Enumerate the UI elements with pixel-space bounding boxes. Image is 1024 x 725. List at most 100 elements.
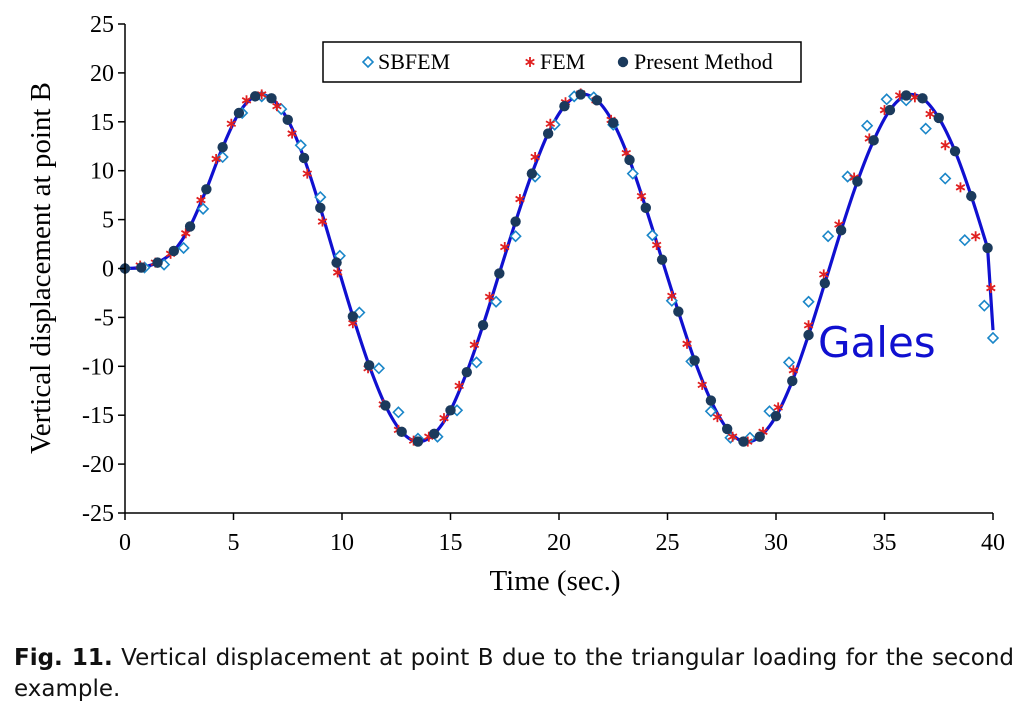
data-point xyxy=(542,128,554,139)
caption-label: Fig. 11. xyxy=(14,645,113,671)
data-point xyxy=(314,190,327,204)
data-point xyxy=(331,257,342,268)
x-tick-label: 5 xyxy=(228,530,240,556)
data-point xyxy=(216,150,229,164)
y-tick-label: 5 xyxy=(102,208,114,234)
data-point xyxy=(940,140,951,151)
data-point xyxy=(901,90,912,101)
data-point xyxy=(469,339,480,350)
y-tick-label: 20 xyxy=(90,61,114,87)
data-point xyxy=(852,176,863,187)
legend-marker xyxy=(525,57,535,67)
data-point xyxy=(515,194,525,205)
data-point xyxy=(591,95,603,106)
legend-item: SBFEM xyxy=(361,49,450,74)
data-point xyxy=(392,406,405,419)
data-point xyxy=(152,257,163,268)
caption-text: Vertical displacement at point B due to … xyxy=(14,645,1014,702)
data-point xyxy=(510,216,521,227)
legend-label: FEM xyxy=(540,49,585,74)
data-point xyxy=(884,104,896,116)
data-point xyxy=(272,101,282,112)
data-point xyxy=(211,153,221,164)
y-tick-label: -15 xyxy=(82,403,114,429)
data-point xyxy=(136,262,147,273)
y-tick-label: -10 xyxy=(82,354,114,380)
data-point xyxy=(770,410,782,422)
data-point xyxy=(803,320,814,331)
data-point xyxy=(738,436,749,447)
data-point xyxy=(180,228,191,239)
data-point xyxy=(396,426,407,438)
data-point xyxy=(640,202,651,214)
y-tick-label: -5 xyxy=(94,305,114,331)
data-point xyxy=(575,89,586,100)
data-point xyxy=(282,114,293,126)
data-point xyxy=(782,356,796,369)
data-point xyxy=(317,216,328,227)
legend-label: Present Method xyxy=(634,49,773,74)
data-point xyxy=(266,93,277,104)
data-point xyxy=(287,128,297,139)
data-point xyxy=(461,366,472,378)
data-point xyxy=(494,268,505,279)
y-tick-label: 0 xyxy=(102,257,114,283)
data-point xyxy=(919,122,932,135)
data-point xyxy=(754,431,765,442)
data-point xyxy=(241,95,252,106)
y-tick-label: -25 xyxy=(82,501,114,527)
data-point xyxy=(302,168,313,179)
data-point xyxy=(184,221,196,232)
x-tick-label: 0 xyxy=(119,530,131,556)
data-point xyxy=(880,93,893,106)
x-tick-label: 35 xyxy=(873,530,897,556)
data-point xyxy=(454,380,464,391)
markers-layer xyxy=(118,88,1000,447)
legend-label: SBFEM xyxy=(378,49,450,74)
data-point xyxy=(821,230,835,243)
data-point xyxy=(933,112,944,124)
data-point xyxy=(201,184,212,195)
response-curve xyxy=(124,92,995,444)
series-fem xyxy=(120,88,996,447)
data-point xyxy=(445,405,456,416)
data-point xyxy=(530,152,540,163)
data-point xyxy=(608,117,619,128)
data-point xyxy=(624,154,635,166)
legend-item: FEM xyxy=(525,49,585,74)
data-point xyxy=(949,145,961,157)
data-point xyxy=(315,202,326,214)
x-tick-label: 25 xyxy=(656,530,680,556)
data-point xyxy=(226,118,237,129)
data-point xyxy=(177,241,190,255)
data-point xyxy=(363,360,375,371)
data-point xyxy=(626,167,639,180)
data-point xyxy=(294,139,307,152)
data-point xyxy=(955,182,966,193)
data-point xyxy=(970,231,981,242)
data-point xyxy=(958,234,971,247)
data-point xyxy=(499,241,510,252)
data-point xyxy=(721,423,733,435)
data-point xyxy=(526,168,538,179)
data-point xyxy=(477,320,489,331)
data-point xyxy=(917,93,928,104)
legend: SBFEM FEM Present Method xyxy=(322,41,802,83)
data-point xyxy=(217,142,228,153)
x-tick-label: 30 xyxy=(764,530,788,556)
data-point xyxy=(773,402,783,413)
x-tick-label: 40 xyxy=(981,530,1005,556)
data-point xyxy=(545,118,556,129)
data-point xyxy=(439,413,449,424)
data-point xyxy=(429,428,440,439)
data-point xyxy=(697,379,707,390)
data-point xyxy=(986,283,996,294)
data-point xyxy=(347,311,359,322)
series-sbfem xyxy=(118,90,1000,445)
y-tick-label: -20 xyxy=(82,452,114,478)
data-point xyxy=(509,230,522,243)
legend-marker xyxy=(361,55,375,69)
data-point xyxy=(380,400,391,411)
data-point xyxy=(651,240,662,251)
data-point xyxy=(986,331,1000,345)
